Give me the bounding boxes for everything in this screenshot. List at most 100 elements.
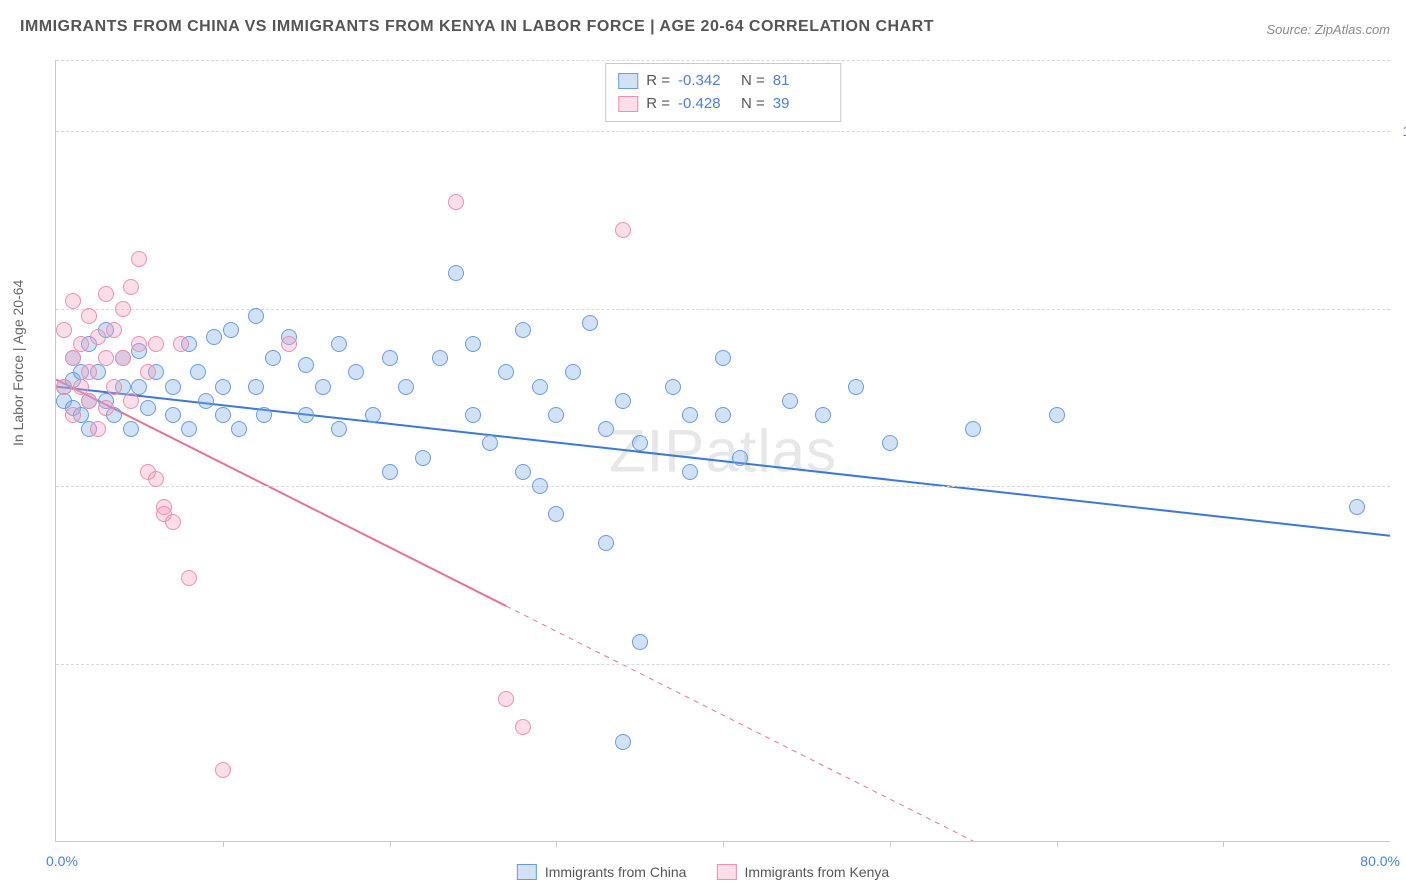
scatter-point (148, 471, 164, 487)
scatter-point (398, 379, 414, 395)
trend-lines-layer (56, 60, 1390, 841)
scatter-point (382, 464, 398, 480)
scatter-point (665, 379, 681, 395)
legend-swatch (618, 73, 638, 89)
scatter-point (73, 336, 89, 352)
scatter-point (65, 350, 81, 366)
scatter-point (123, 421, 139, 437)
scatter-point (223, 322, 239, 338)
scatter-point (56, 322, 72, 338)
scatter-point (498, 691, 514, 707)
y-axis-title: In Labor Force | Age 20-64 (10, 280, 26, 446)
scatter-point (81, 393, 97, 409)
scatter-point (331, 421, 347, 437)
scatter-point (181, 421, 197, 437)
scatter-point (815, 407, 831, 423)
scatter-point (198, 393, 214, 409)
scatter-point (331, 336, 347, 352)
scatter-point (382, 350, 398, 366)
scatter-point (848, 379, 864, 395)
scatter-point (615, 222, 631, 238)
x-axis-max-label: 80.0% (1360, 853, 1400, 869)
scatter-point (140, 400, 156, 416)
scatter-point (532, 379, 548, 395)
scatter-point (515, 719, 531, 735)
legend-n-label: N = (741, 70, 765, 93)
scatter-point (115, 350, 131, 366)
scatter-point (598, 421, 614, 437)
legend-row: R =-0.428N =39 (618, 93, 828, 116)
legend-swatch (618, 96, 638, 112)
scatter-point (256, 407, 272, 423)
scatter-point (298, 407, 314, 423)
scatter-point (123, 279, 139, 295)
scatter-point (215, 379, 231, 395)
scatter-point (248, 379, 264, 395)
scatter-point (90, 421, 106, 437)
scatter-point (81, 308, 97, 324)
legend-n-label: N = (741, 93, 765, 116)
scatter-point (598, 535, 614, 551)
scatter-point (482, 435, 498, 451)
scatter-point (365, 407, 381, 423)
scatter-point (682, 464, 698, 480)
scatter-point (965, 421, 981, 437)
series-legend-item: Immigrants from Kenya (716, 864, 889, 880)
scatter-point (90, 329, 106, 345)
scatter-point (782, 393, 798, 409)
scatter-point (315, 379, 331, 395)
scatter-point (56, 379, 72, 395)
scatter-point (106, 379, 122, 395)
scatter-point (498, 364, 514, 380)
scatter-point (98, 350, 114, 366)
scatter-point (515, 464, 531, 480)
scatter-point (715, 407, 731, 423)
legend-swatch (716, 864, 736, 880)
series-legend: Immigrants from ChinaImmigrants from Ken… (517, 864, 889, 880)
scatter-point (415, 450, 431, 466)
scatter-point (231, 421, 247, 437)
scatter-point (140, 364, 156, 380)
legend-swatch (517, 864, 537, 880)
legend-n-value: 81 (773, 70, 828, 93)
scatter-point (181, 570, 197, 586)
scatter-point (615, 393, 631, 409)
legend-r-label: R = (646, 93, 670, 116)
scatter-point (165, 407, 181, 423)
scatter-point (148, 336, 164, 352)
scatter-point (515, 322, 531, 338)
x-axis-tick (556, 841, 557, 847)
scatter-point (165, 379, 181, 395)
grid-line (56, 131, 1390, 132)
scatter-point (582, 315, 598, 331)
scatter-point (190, 364, 206, 380)
scatter-point (732, 450, 748, 466)
scatter-point (682, 407, 698, 423)
chart-title: IMMIGRANTS FROM CHINA VS IMMIGRANTS FROM… (20, 18, 934, 36)
scatter-point (98, 400, 114, 416)
grid-line (56, 664, 1390, 665)
scatter-point (1049, 407, 1065, 423)
scatter-point (65, 293, 81, 309)
x-axis-tick (390, 841, 391, 847)
scatter-point (248, 308, 264, 324)
scatter-point (348, 364, 364, 380)
scatter-point (265, 350, 281, 366)
scatter-point (131, 379, 147, 395)
scatter-point (165, 514, 181, 530)
scatter-point (448, 194, 464, 210)
scatter-point (115, 301, 131, 317)
y-axis-tick-label: 75.0% (1395, 478, 1406, 494)
scatter-point (632, 634, 648, 650)
grid-line (56, 486, 1390, 487)
scatter-point (465, 336, 481, 352)
legend-r-value: -0.342 (678, 70, 733, 93)
x-axis-tick (890, 841, 891, 847)
scatter-point (615, 734, 631, 750)
scatter-point (98, 286, 114, 302)
source-attribution: Source: ZipAtlas.com (1266, 22, 1390, 37)
x-axis-min-label: 0.0% (46, 853, 78, 869)
scatter-point (281, 336, 297, 352)
legend-n-value: 39 (773, 93, 828, 116)
scatter-point (173, 336, 189, 352)
